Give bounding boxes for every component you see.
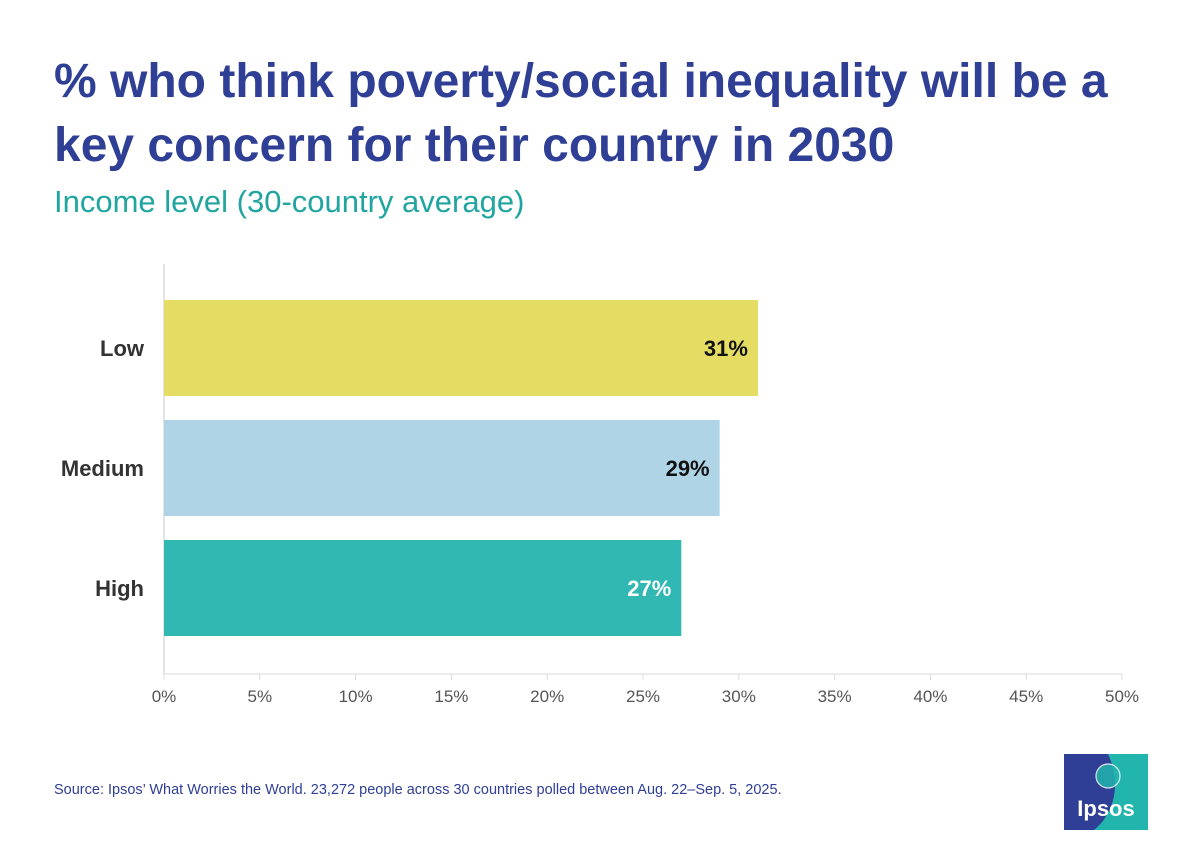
data-label: 29%: [666, 456, 710, 481]
category-label: High: [95, 576, 144, 601]
bar-high: [164, 540, 682, 636]
logo-text: Ipsos: [1077, 796, 1134, 821]
x-tick-label: 15%: [434, 687, 468, 706]
logo-head-icon: [1095, 763, 1121, 789]
x-tick-label: 30%: [722, 687, 756, 706]
x-tick-label: 20%: [530, 687, 564, 706]
x-tick-label: 45%: [1009, 687, 1043, 706]
data-label: 31%: [704, 336, 748, 361]
bar-medium: [164, 420, 720, 516]
x-tick-label: 35%: [818, 687, 852, 706]
logo-teal-shape: [1094, 754, 1148, 830]
x-tick-label: 0%: [152, 687, 177, 706]
chart-subtitle: Income level (30-country average): [54, 184, 525, 219]
data-label: 27%: [627, 576, 671, 601]
ipsos-logo: Ipsos: [1064, 754, 1148, 830]
x-tick-label: 25%: [626, 687, 660, 706]
bar-low: [164, 300, 758, 396]
source-note: Source: Ipsos’ What Worries the World. 2…: [54, 782, 782, 798]
chart-title: % who think poverty/social inequality wi…: [54, 55, 1108, 172]
x-tick-label: 50%: [1105, 687, 1139, 706]
category-label: Low: [100, 336, 145, 361]
x-tick-label: 40%: [913, 687, 947, 706]
x-tick-label: 10%: [339, 687, 373, 706]
category-label: Medium: [61, 456, 144, 481]
bar-chart: 0% 5% 10% 15% 20% 25% 30% 35% 40% 45% 50% Low 31% Med…: [61, 264, 1139, 706]
x-tick-label: 5%: [248, 687, 273, 706]
